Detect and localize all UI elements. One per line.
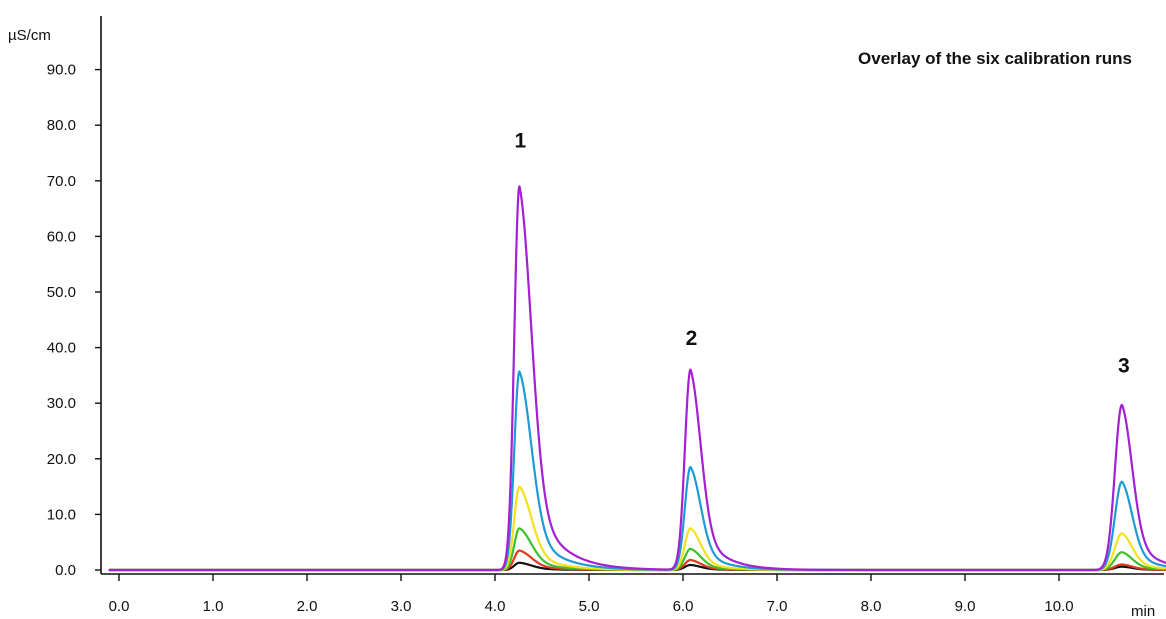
x-tick-label: 5.0: [579, 598, 600, 615]
x-tick-label: 1.0: [203, 598, 224, 615]
x-tick-label: 7.0: [767, 598, 788, 615]
peak-label-2: 2: [686, 327, 698, 350]
chart-title: Overlay of the six calibration runs: [858, 49, 1132, 68]
x-tick-label: 6.0: [673, 598, 694, 615]
x-tick-label: 3.0: [391, 598, 412, 615]
calibration-run-line-2: [108, 549, 1166, 572]
y-tick-label: 30.0: [47, 395, 76, 412]
calibration-run-line-6: [108, 185, 1166, 572]
x-tick-label: 10.0: [1044, 598, 1073, 615]
y-tick-label: 80.0: [47, 117, 76, 134]
y-tick-label: 10.0: [47, 506, 76, 523]
annotation-layer: 1 2 3: [515, 129, 1130, 377]
x-tick-label: 2.0: [297, 598, 318, 615]
x-tick-label: 0.0: [109, 598, 130, 615]
calibration-run-line-4: [108, 485, 1166, 572]
y-tick-label: 90.0: [47, 62, 76, 79]
y-tick-label: 70.0: [47, 173, 76, 190]
x-tick-label: 8.0: [861, 598, 882, 615]
x-tick-label: 9.0: [955, 598, 976, 615]
calibration-run-line-3: [108, 527, 1166, 572]
x-tick-label: 4.0: [485, 598, 506, 615]
x-axis-unit-label: min: [1131, 603, 1155, 619]
y-tick-label: 20.0: [47, 451, 76, 468]
y-tick-label: 60.0: [47, 228, 76, 245]
calibration-run-line-5: [108, 370, 1166, 572]
ticks-layer: 0.0 1.0 2.0 3.0 4.0 5.0 6.0 7.0 8.0 9.0 10.0 0.0 10.…: [47, 62, 1074, 615]
y-axis-unit-label: µS/cm: [8, 27, 51, 44]
peak-label-3: 3: [1118, 355, 1130, 378]
axes-layer: [100, 16, 1164, 575]
y-tick-label: 0.0: [55, 562, 76, 579]
y-tick-label: 50.0: [47, 284, 76, 301]
peak-label-1: 1: [515, 129, 527, 152]
y-tick-label: 40.0: [47, 340, 76, 357]
series-layer: [108, 185, 1166, 572]
